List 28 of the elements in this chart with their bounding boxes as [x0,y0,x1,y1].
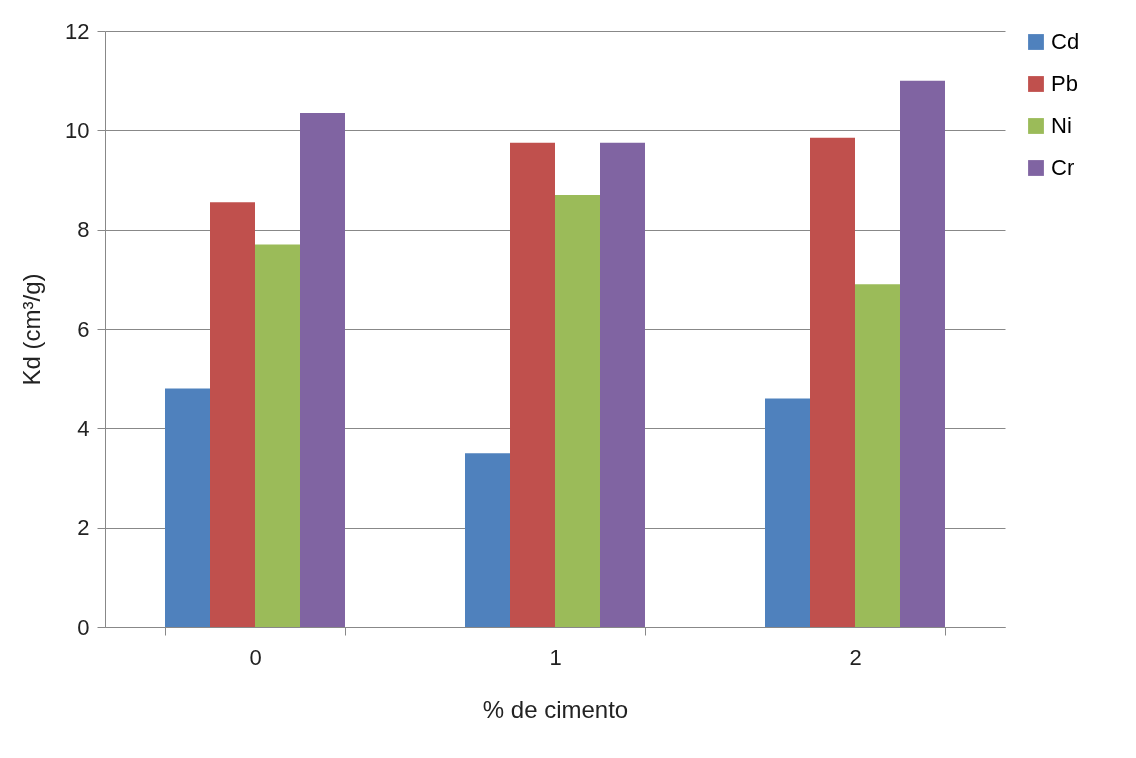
legend-label: Ni [1051,113,1072,138]
bar [255,244,300,627]
bar [555,194,600,627]
legend-label: Cr [1051,155,1075,180]
bar [510,142,555,627]
x-tick-label: 0 [249,644,262,670]
y-tick-label: 4 [77,415,90,441]
bar [165,388,210,627]
bar [210,202,255,627]
bar [765,398,810,627]
legend-label: Pb [1051,71,1078,96]
y-tick-label: 8 [77,217,90,243]
y-tick-label: 12 [65,18,90,44]
bar [810,137,855,627]
y-axis-title: Kd (cm³/g) [18,273,46,386]
y-tick-label: 2 [77,515,90,541]
bar [465,453,510,627]
y-tick-label: 0 [77,614,90,640]
x-tick-label: 1 [549,644,562,670]
x-axis-title: % de cimento [482,695,629,723]
bar [900,80,945,627]
bar [855,284,900,627]
legend-label: Cd [1051,29,1080,54]
bar [600,142,645,627]
x-tick-label: 2 [849,644,862,670]
y-tick-label: 10 [65,117,90,143]
bar [300,112,345,627]
y-tick-label: 6 [77,316,90,342]
